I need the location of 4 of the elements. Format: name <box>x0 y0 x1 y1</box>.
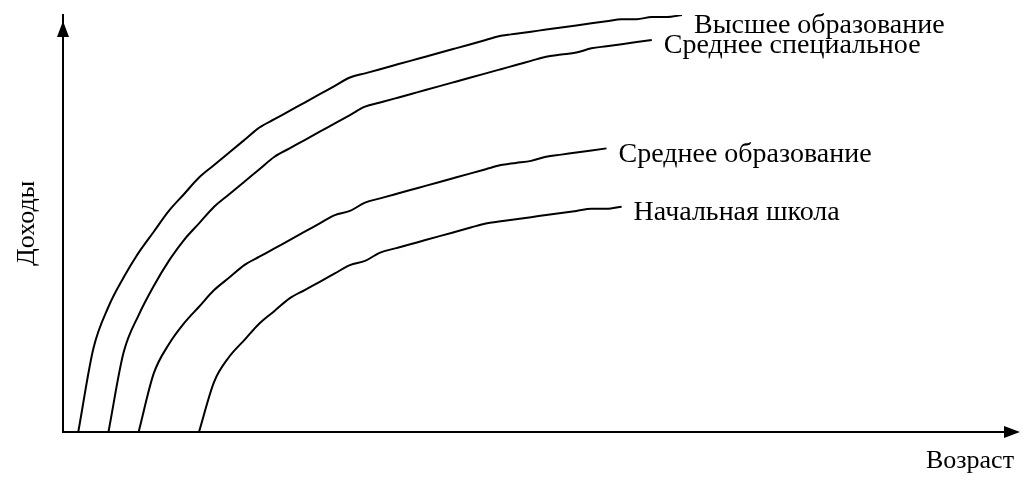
series-label: Начальная школа <box>633 195 841 227</box>
x-axis-title: Возраст <box>925 445 1014 475</box>
series-label: Среднее образование <box>618 136 872 168</box>
y-axis-title: Доходы <box>11 180 41 266</box>
